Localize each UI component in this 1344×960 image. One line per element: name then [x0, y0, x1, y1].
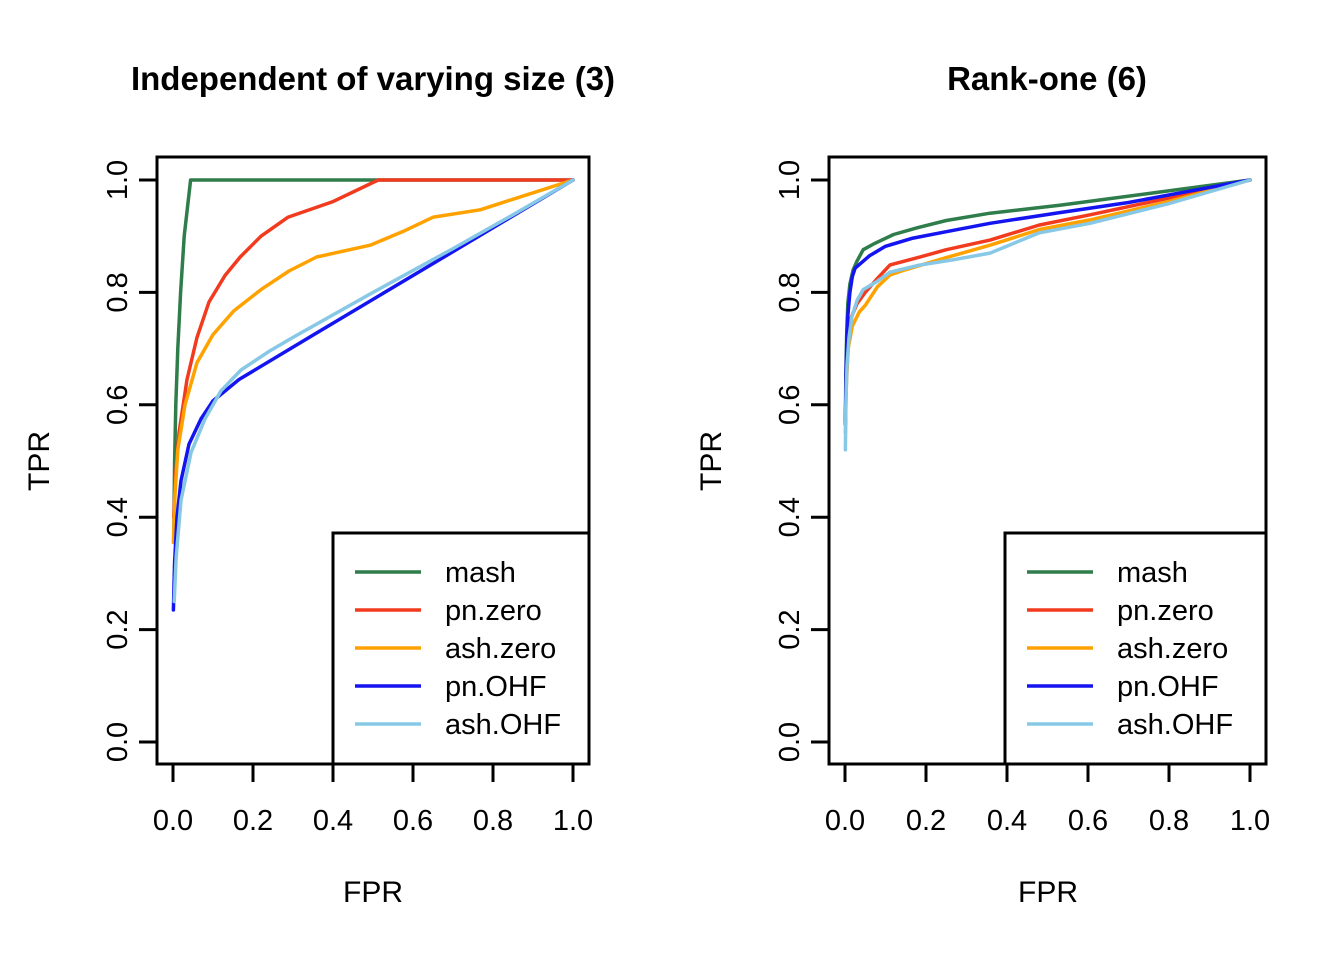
curve-pn.OHF-panel-1	[843, 178, 1252, 427]
x-tick-label-1-5: 1.0	[1230, 805, 1270, 837]
curve-ash.OHF-panel-0	[172, 178, 575, 604]
x-tick-label-0-4: 0.8	[473, 805, 513, 837]
y-tick-label-1-3: 0.6	[774, 385, 806, 425]
x-axis-label-left: FPR	[343, 876, 403, 909]
x-tick-label-1-3: 0.6	[1068, 805, 1108, 837]
panel-title-left: Independent of varying size (3)	[130, 60, 616, 97]
curve-ash.OHF-panel-1	[843, 178, 1252, 452]
legend-label-ash.zero-panel-1: ash.zero	[1117, 633, 1228, 665]
curve-mash-panel-0	[172, 178, 575, 542]
curve-pn.zero-panel-1	[843, 178, 1252, 424]
y-tick-label-0-4: 0.8	[102, 272, 134, 312]
legend-label-ash.zero-panel-0: ash.zero	[445, 633, 556, 665]
y-tick-label-0-3: 0.6	[102, 385, 134, 425]
x-tick-label-0-1: 0.2	[233, 805, 273, 837]
x-tick-label-1-1: 0.2	[906, 805, 946, 837]
x-tick-label-0-0: 0.0	[153, 805, 193, 837]
x-tick-label-1-4: 0.8	[1149, 805, 1189, 837]
y-tick-label-0-2: 0.4	[102, 497, 134, 537]
legend-label-mash-panel-0: mash	[445, 557, 516, 589]
y-tick-label-1-5: 1.0	[774, 160, 806, 200]
y-tick-label-0-0: 0.0	[102, 722, 134, 762]
legend-label-mash-panel-1: mash	[1117, 557, 1188, 589]
x-tick-label-1-0: 0.0	[825, 805, 865, 837]
curve-pn.zero-panel-0	[172, 178, 575, 519]
y-axis-label-left: TPR	[23, 431, 56, 491]
legend-label-ash.OHF-panel-0: ash.OHF	[445, 709, 561, 741]
x-tick-label-1-2: 0.4	[987, 805, 1027, 837]
y-tick-label-1-2: 0.4	[774, 497, 806, 537]
curve-pn.OHF-panel-0	[171, 178, 575, 612]
x-axis-label-right: FPR	[1018, 876, 1078, 909]
curve-ash.zero-panel-1	[843, 178, 1252, 435]
x-tick-label-0-2: 0.4	[313, 805, 353, 837]
curve-mash-panel-1	[843, 178, 1252, 424]
y-axis-label-right: TPR	[695, 431, 728, 491]
legend-label-ash.OHF-panel-1: ash.OHF	[1117, 709, 1233, 741]
legend-label-pn.OHF-panel-1: pn.OHF	[1117, 671, 1219, 703]
legend-label-pn.zero-panel-1: pn.zero	[1117, 595, 1214, 627]
y-tick-label-0-1: 0.2	[102, 609, 134, 649]
x-tick-label-0-3: 0.6	[393, 805, 433, 837]
y-tick-label-1-4: 0.8	[774, 272, 806, 312]
panel-title-right: Rank-one (6)	[947, 60, 1147, 97]
curve-ash.zero-panel-0	[171, 178, 575, 545]
x-tick-label-0-5: 1.0	[553, 805, 593, 837]
y-tick-label-0-5: 1.0	[102, 160, 134, 200]
y-tick-label-1-1: 0.2	[774, 609, 806, 649]
legend-label-pn.zero-panel-0: pn.zero	[445, 595, 542, 627]
legend-label-pn.OHF-panel-0: pn.OHF	[445, 671, 547, 703]
y-tick-label-1-0: 0.0	[774, 722, 806, 762]
